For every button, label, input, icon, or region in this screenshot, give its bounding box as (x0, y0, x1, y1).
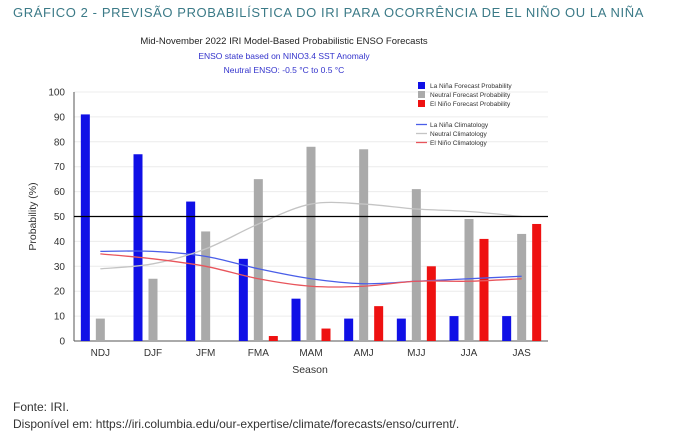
x-tick-label: FMA (248, 348, 269, 359)
bar-la-ni-a-forecast-probabilityjja (449, 316, 459, 341)
bar-el-ni-o-forecast-probabilityamj (374, 306, 384, 341)
chart-svg: Mid-November 2022 IRI Model-Based Probab… (27, 36, 548, 376)
y-tick-label: 50 (54, 212, 66, 223)
y-tick-label: 30 (54, 262, 66, 273)
bar-neutral-forecast-probabilityamj (359, 149, 369, 341)
y-tick-label: 100 (48, 88, 65, 99)
y-tick-label: 80 (54, 137, 66, 148)
x-tick-label: JAS (512, 348, 531, 359)
bar-el-ni-o-forecast-probabilityfma (268, 336, 278, 341)
legend-label: El Niño Climatology (430, 140, 487, 147)
x-tick-label: MAM (299, 348, 322, 359)
legend-swatch (418, 82, 425, 89)
bar-el-ni-o-forecast-probabilityjja (479, 238, 489, 341)
legend-label: Neutral Forecast Probability (430, 92, 511, 99)
x-tick-label: DJF (144, 348, 162, 359)
x-tick-label: JFM (196, 348, 215, 359)
bar-la-ni-a-forecast-probabilityjas (502, 316, 512, 341)
y-tick-label: 0 (59, 337, 65, 348)
bar-el-ni-o-forecast-probabilitymam (321, 328, 331, 341)
bar-la-ni-a-forecast-probabilityfma (238, 258, 248, 341)
x-tick-label: NDJ (91, 348, 110, 359)
y-tick-label: 90 (54, 112, 66, 123)
bar-el-ni-o-forecast-probabilityjas (532, 223, 542, 341)
y-tick-label: 40 (54, 237, 66, 248)
bar-la-ni-a-forecast-probabilitydjf (133, 154, 143, 341)
bar-neutral-forecast-probabilityfma (253, 179, 263, 341)
bar-neutral-forecast-probabilitymjj (411, 189, 421, 341)
legend-label: Neutral Climatology (430, 131, 487, 138)
bar-neutral-forecast-probabilityjfm (201, 231, 211, 341)
x-tick-label: JJA (461, 348, 478, 359)
climatology-line-la-ni-a-climatology (100, 250, 522, 285)
y-tick-label: 60 (54, 187, 66, 198)
bar-neutral-forecast-probabilitydjf (148, 278, 158, 341)
bar-la-ni-a-forecast-probabilityndj (80, 114, 90, 341)
climatology-line-el-ni-o-climatology (100, 253, 522, 288)
bar-neutral-forecast-probabilityndj (95, 318, 105, 341)
legend-swatch (418, 100, 425, 107)
x-tick-label: AMJ (354, 348, 374, 359)
x-axis-label: Season (292, 364, 328, 376)
enso-forecast-chart: Mid-November 2022 IRI Model-Based Probab… (0, 28, 699, 388)
y-tick-label: 10 (54, 312, 66, 323)
legend-label: La Niña Climatology (430, 122, 489, 129)
x-tick-label: MJJ (407, 348, 425, 359)
bar-neutral-forecast-probabilityjja (464, 218, 474, 341)
bar-la-ni-a-forecast-probabilityjfm (186, 201, 196, 341)
chart-subtitle-2: Neutral ENSO: -0.5 °C to 0.5 °C (224, 65, 345, 75)
y-tick-label: 70 (54, 162, 66, 173)
chart-subtitle-1: ENSO state based on NINO3.4 SST Anomaly (198, 51, 370, 61)
source-note: Fonte: IRI. (13, 400, 70, 414)
chart-title: Mid-November 2022 IRI Model-Based Probab… (140, 36, 427, 47)
legend-label: La Niña Forecast Probability (430, 83, 512, 90)
source-url[interactable]: Disponível em: https://iri.columbia.edu/… (13, 417, 460, 431)
bar-neutral-forecast-probabilitymam (306, 146, 316, 341)
legend-swatch (418, 91, 425, 98)
bar-neutral-forecast-probabilityjas (517, 233, 527, 341)
legend-label: El Niño Forecast Probability (430, 101, 511, 108)
bar-la-ni-a-forecast-probabilitymam (291, 298, 301, 341)
bar-el-ni-o-forecast-probabilitymjj (426, 266, 436, 341)
y-tick-label: 20 (54, 287, 66, 298)
bar-la-ni-a-forecast-probabilitymjj (396, 318, 406, 341)
figure-caption: GRÁFICO 2 - PREVISÃO PROBABILÍSTICA DO I… (13, 5, 644, 20)
bar-la-ni-a-forecast-probabilityamj (344, 318, 354, 341)
y-axis-label: Probability (%) (27, 182, 39, 250)
